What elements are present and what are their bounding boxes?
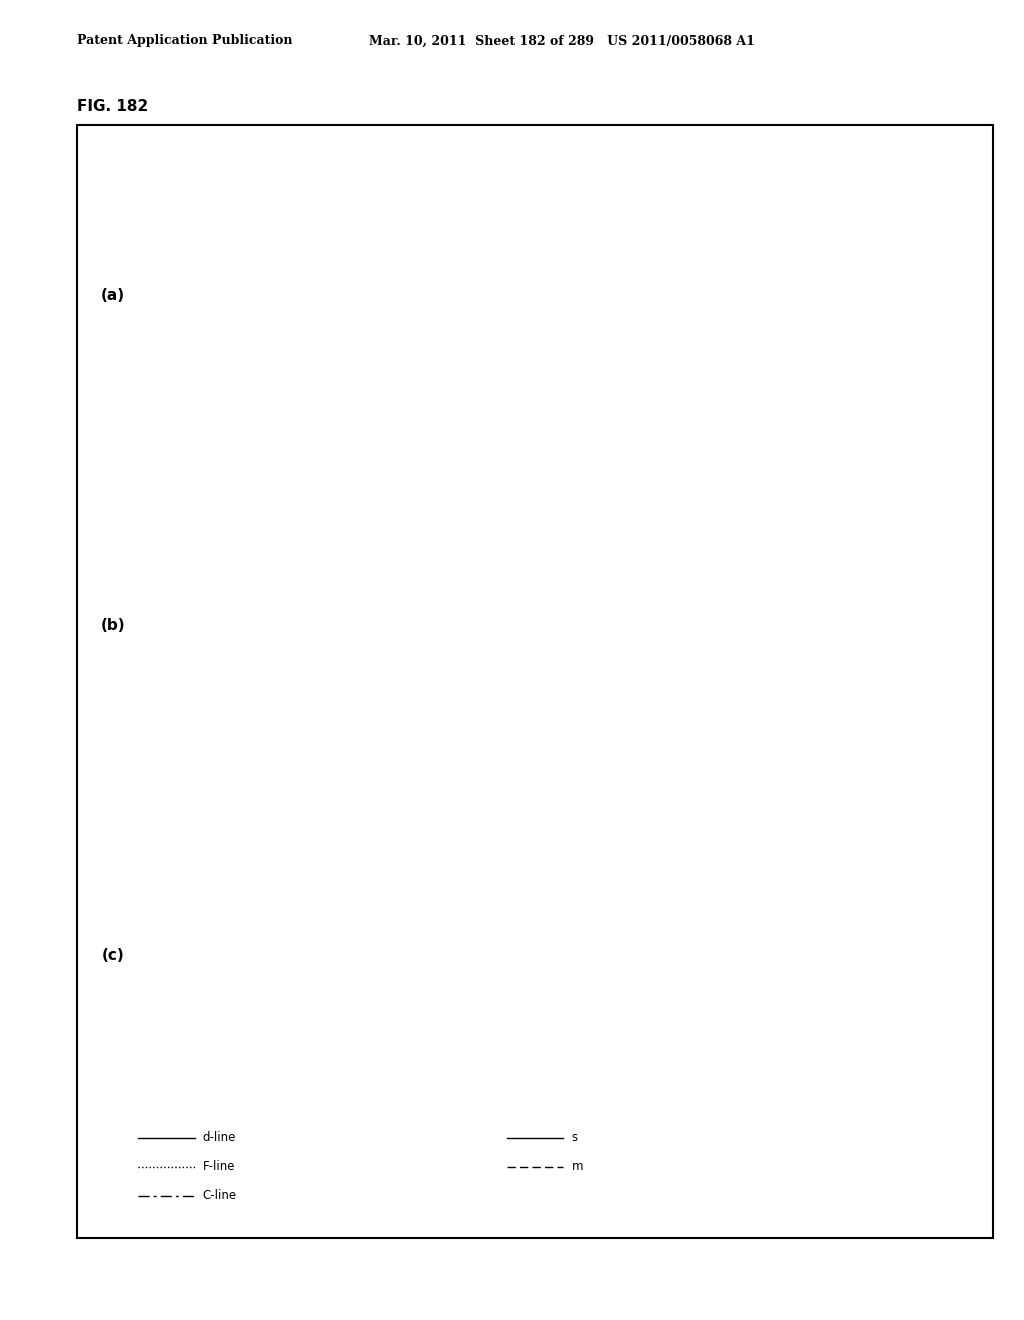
- Text: Mar. 10, 2011  Sheet 182 of 289   US 2011/0058068 A1: Mar. 10, 2011 Sheet 182 of 289 US 2011/0…: [369, 34, 755, 48]
- Title: F 2.92: F 2.92: [210, 169, 249, 182]
- Title: F 5.04: F 5.04: [210, 499, 249, 512]
- X-axis label: AST(mm): AST(mm): [509, 430, 561, 440]
- X-axis label: DIS(%): DIS(%): [821, 1090, 860, 1100]
- X-axis label: AST(mm): AST(mm): [509, 760, 561, 770]
- Text: m: m: [571, 1160, 583, 1173]
- Text: d-line: d-line: [203, 1131, 237, 1144]
- Title: H= 3.60: H= 3.60: [509, 829, 561, 842]
- X-axis label: DIS(%): DIS(%): [821, 430, 860, 440]
- Text: (a): (a): [100, 288, 125, 304]
- X-axis label: SA(mm): SA(mm): [207, 760, 252, 770]
- Title: H= 3.60: H= 3.60: [815, 829, 866, 842]
- Title: H= 3.60: H= 3.60: [815, 499, 866, 512]
- Text: C-line: C-line: [203, 1189, 237, 1203]
- Text: F-line: F-line: [203, 1160, 236, 1173]
- Text: (b): (b): [100, 618, 125, 634]
- Text: (c): (c): [101, 948, 124, 964]
- Text: FIG. 182: FIG. 182: [77, 99, 148, 114]
- X-axis label: AST(mm): AST(mm): [509, 1090, 561, 1100]
- Title: H= 3.60: H= 3.60: [815, 169, 866, 182]
- Title: H= 3.60: H= 3.60: [509, 499, 561, 512]
- X-axis label: SA(mm): SA(mm): [207, 430, 252, 440]
- Text: s: s: [571, 1131, 578, 1144]
- Text: Patent Application Publication: Patent Application Publication: [77, 34, 292, 48]
- Title: H= 3.60: H= 3.60: [509, 169, 561, 182]
- X-axis label: SA(mm): SA(mm): [207, 1090, 252, 1100]
- X-axis label: DIS(%): DIS(%): [821, 760, 860, 770]
- Title: F 7.49: F 7.49: [210, 829, 249, 842]
